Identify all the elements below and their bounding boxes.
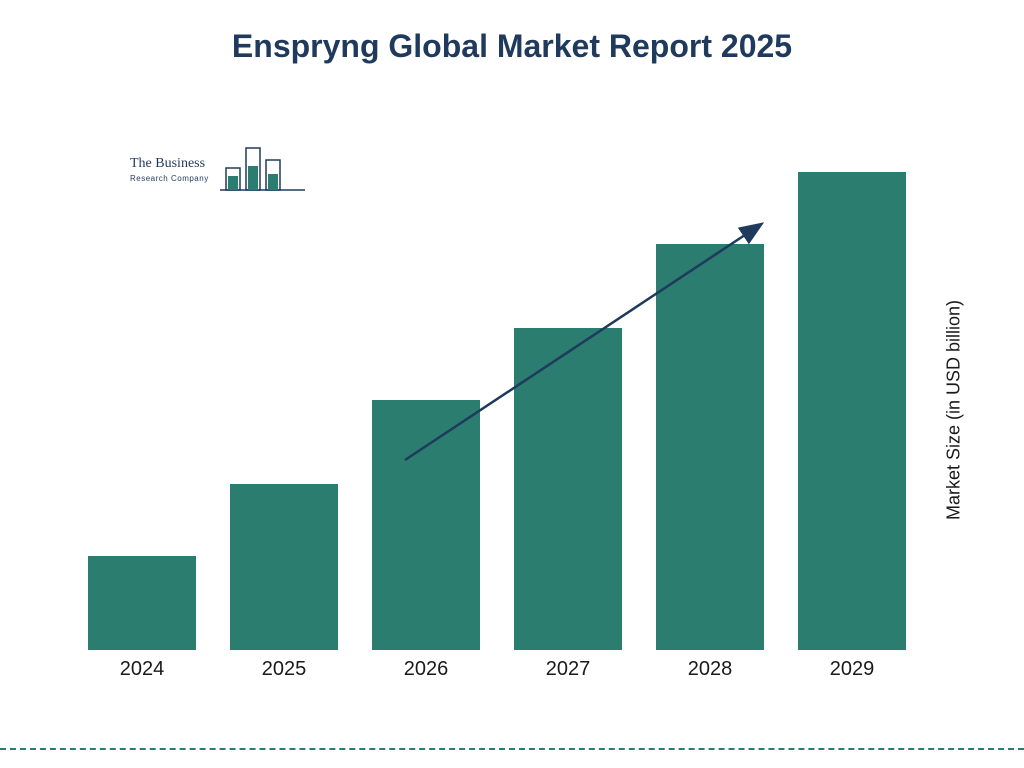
bar-2029 (798, 172, 906, 650)
x-tick-label: 2029 (830, 658, 875, 681)
bar-2026 (372, 400, 480, 650)
bar-2028 (656, 244, 764, 650)
x-tick-label: 2028 (688, 658, 733, 681)
plot-area (88, 130, 940, 650)
page-title: Enspryng Global Market Report 2025 (0, 0, 1024, 65)
bar-2024 (88, 556, 196, 650)
x-tick-label: 2026 (404, 658, 449, 681)
x-axis: 2024 2025 2026 2027 2028 2029 (88, 658, 940, 688)
bar-2025 (230, 484, 338, 650)
bar-chart: 202420252026202720282029 Market Size (in… (60, 130, 940, 690)
x-tick-label: 2025 (262, 658, 307, 681)
bar-2027 (514, 328, 622, 650)
x-tick-label: 2024 (120, 658, 165, 681)
footer-divider (0, 748, 1024, 750)
x-tick-label: 2027 (546, 658, 591, 681)
y-axis-label: Market Size (in USD billion) (944, 300, 965, 520)
